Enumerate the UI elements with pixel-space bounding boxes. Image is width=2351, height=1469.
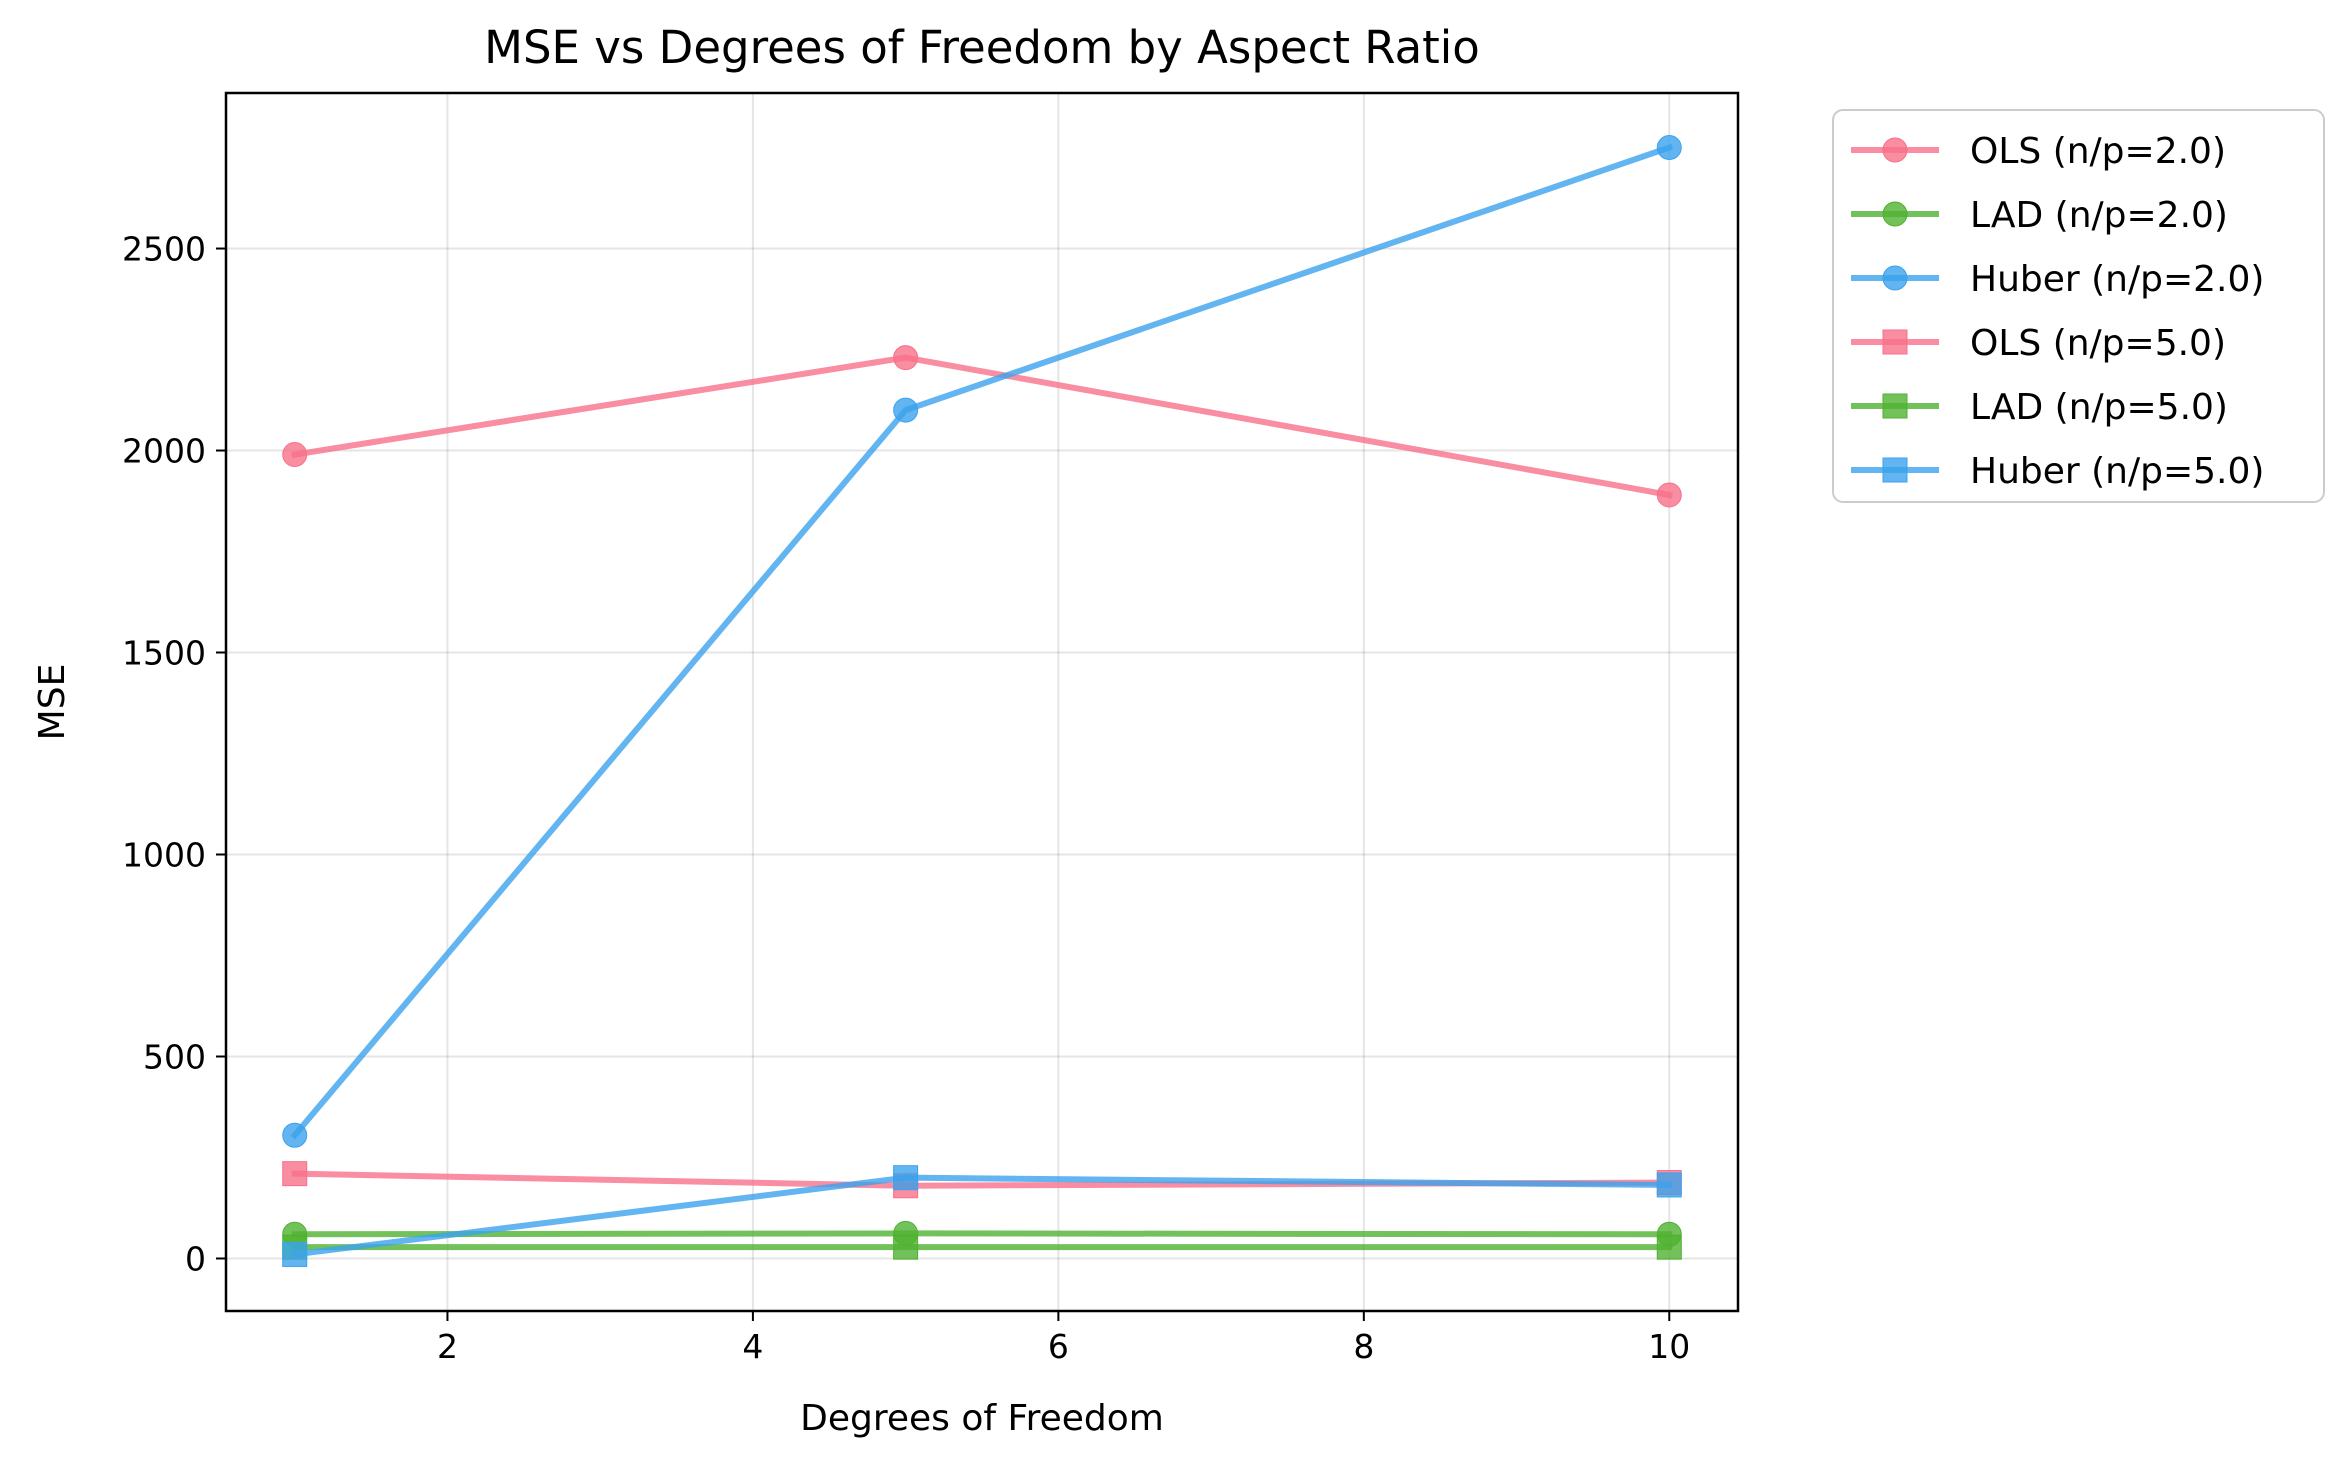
legend-marker — [1882, 329, 1908, 355]
legend-label: OLS (n/p=2.0) — [1970, 131, 2226, 172]
legend-marker — [1882, 393, 1908, 419]
data-point — [893, 1234, 919, 1260]
legend-marker — [1882, 265, 1908, 291]
series-layer — [282, 135, 1682, 1267]
series-line — [290, 143, 1674, 1140]
chart-title: MSE vs Degrees of Freedom by Aspect Rati… — [484, 21, 1480, 74]
data-point — [282, 1161, 308, 1187]
legend-item: Huber (n/p=2.0) — [1851, 259, 2264, 300]
y-tick-label: 1500 — [122, 634, 206, 673]
x-axis: 2 4 6 8 10 — [437, 1311, 1690, 1366]
legend-label: LAD (n/p=2.0) — [1970, 195, 2228, 236]
x-tick-label: 10 — [1648, 1327, 1690, 1366]
legend-marker — [1882, 457, 1908, 483]
data-point — [282, 1122, 308, 1148]
data-point — [1656, 482, 1682, 508]
series-4 — [282, 1234, 1682, 1260]
legend: OLS (n/p=2.0) LAD (n/p=2.0) Huber (n/p=2.0… — [1832, 109, 2325, 503]
series-line — [291, 1174, 1673, 1258]
legend-item: OLS (n/p=5.0) — [1851, 323, 2226, 364]
data-point — [893, 1165, 919, 1191]
legend-item: LAD (n/p=2.0) — [1851, 195, 2228, 236]
series-5 — [282, 1165, 1682, 1267]
data-point — [893, 397, 919, 423]
data-point — [1656, 1234, 1682, 1260]
y-axis-title: MSE — [32, 664, 73, 741]
y-tick-label: 2000 — [122, 432, 206, 471]
data-point — [1656, 1172, 1682, 1198]
x-tick-label: 4 — [742, 1327, 763, 1366]
series-line — [291, 354, 1673, 499]
legend-item: OLS (n/p=2.0) — [1851, 131, 2226, 172]
legend-label: LAD (n/p=5.0) — [1970, 387, 2228, 428]
y-tick-label: 2500 — [122, 230, 206, 269]
grid — [226, 93, 1738, 1311]
legend-label: Huber (n/p=2.0) — [1970, 259, 2264, 300]
x-tick-label: 6 — [1048, 1327, 1069, 1366]
series-line — [291, 1230, 1673, 1238]
legend-marker — [1882, 201, 1908, 227]
data-point — [282, 1241, 308, 1267]
data-point — [1656, 135, 1682, 161]
x-tick-label: 8 — [1353, 1327, 1374, 1366]
legend-frame — [1832, 109, 2325, 503]
legend-item: Huber (n/p=5.0) — [1851, 451, 2264, 492]
series-1 — [282, 1220, 1682, 1247]
series-0 — [282, 345, 1682, 508]
plot-area-frame — [224, 91, 1740, 1313]
data-point — [893, 345, 919, 371]
legend-label: Huber (n/p=5.0) — [1970, 451, 2264, 492]
y-tick-label: 0 — [185, 1239, 206, 1278]
y-tick-label: 1000 — [122, 836, 206, 875]
series-2 — [282, 135, 1682, 1148]
x-tick-label: 2 — [437, 1327, 458, 1366]
x-axis-title: Degrees of Freedom — [800, 1398, 1164, 1439]
data-point — [282, 442, 308, 468]
legend-marker — [1882, 137, 1908, 163]
y-tick-label: 500 — [143, 1037, 206, 1076]
y-axis: 0 500 1000 1500 2000 2500 — [122, 230, 226, 1278]
legend-label: OLS (n/p=5.0) — [1970, 323, 2226, 364]
legend-item: LAD (n/p=5.0) — [1851, 387, 2228, 428]
